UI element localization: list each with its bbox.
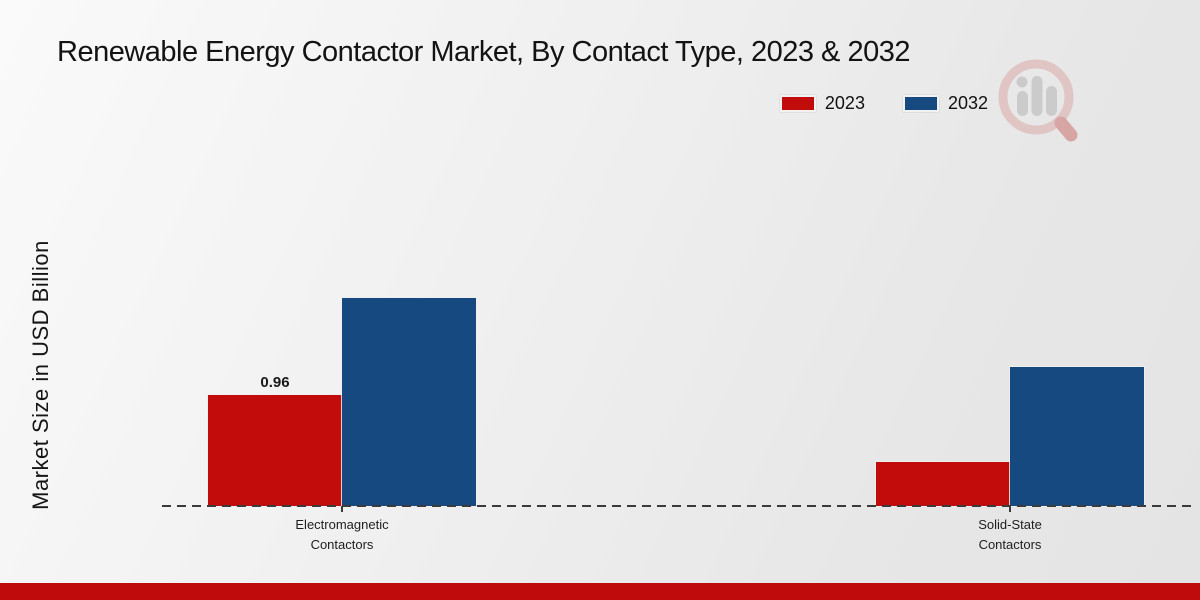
legend-item-2032: 2032 (902, 93, 988, 114)
x-axis-tick (341, 506, 343, 512)
bar-2032-electromagnetic (341, 297, 477, 507)
bar-2023-solid-state (875, 461, 1011, 507)
legend-label-2032: 2032 (947, 93, 988, 113)
legend-swatch-2032-icon (902, 95, 939, 112)
magnifier-logo-watermark (998, 59, 1078, 142)
legend-item-2023: 2023 (779, 93, 865, 114)
category-label-electromagnetic: Electromagnetic Contactors (295, 517, 389, 553)
legend-label-2023: 2023 (824, 93, 865, 113)
bar-2023-electromagnetic (207, 394, 343, 507)
legend-swatch-2023-icon (779, 95, 816, 112)
category-label-solid-state: Solid-State Contactors (978, 517, 1042, 553)
x-axis-tick (1009, 506, 1011, 512)
bar-2032-solid-state (1009, 366, 1145, 507)
footer-accent-bar (0, 583, 1200, 600)
bar-value-label-2023-electromagnetic: 0.96 (260, 374, 290, 391)
legend: 2023 2032 (779, 93, 988, 114)
x-axis-baseline (162, 505, 1192, 507)
chart-title: Renewable Energy Contactor Market, By Co… (57, 36, 910, 68)
